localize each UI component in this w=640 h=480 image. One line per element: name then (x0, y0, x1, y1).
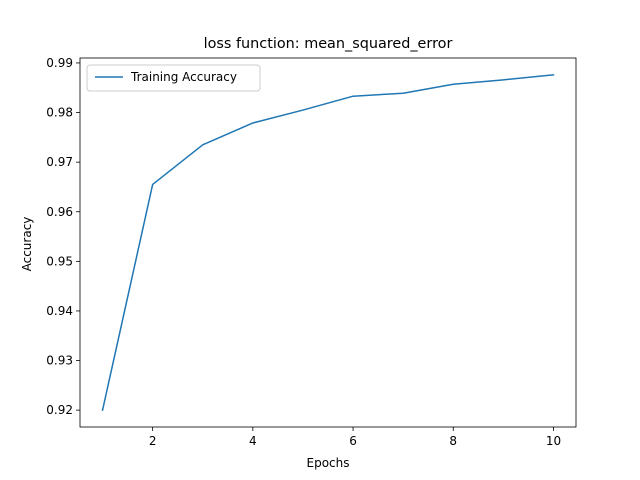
axes (79, 57, 577, 428)
y-tick-label: 0.95 (46, 254, 73, 268)
y-axis-label: Accuracy (20, 217, 34, 272)
y-tick-label: 0.99 (46, 56, 73, 70)
y-tick-label: 0.97 (46, 155, 73, 169)
y-tick-label: 0.92 (46, 403, 73, 417)
y-tick-label: 0.94 (46, 304, 73, 318)
y-tick-label: 0.98 (46, 106, 73, 120)
tick-layer: 2 4 6 8 10 0.92 0.93 0.94 0.95 0.96 0.97 0.98 0.99 (46, 56, 561, 448)
data-point (201, 143, 204, 146)
chart-title: loss function: mean_squared_error (204, 36, 453, 52)
data-point (101, 409, 104, 412)
data-point (452, 83, 455, 86)
series-line-training-accuracy (101, 74, 555, 412)
x-axis-label: Epochs (307, 456, 350, 470)
data-point (352, 95, 355, 98)
x-tick-label: 10 (546, 434, 561, 448)
x-tick-label: 2 (149, 434, 157, 448)
data-point (301, 109, 304, 112)
x-tick-label: 6 (349, 434, 357, 448)
legend-label: Training Accuracy (130, 70, 237, 84)
y-tick-label: 0.96 (46, 205, 73, 219)
x-tick-label: 4 (249, 434, 257, 448)
data-point (251, 121, 254, 124)
data-point (402, 92, 405, 95)
legend: Training Accuracy (86, 64, 261, 92)
x-tick-label: 8 (449, 434, 457, 448)
y-tick-label: 0.93 (46, 354, 73, 368)
series-layer (101, 73, 555, 412)
data-point (502, 78, 505, 81)
data-point (552, 73, 555, 76)
legend-box (86, 64, 261, 92)
data-point (151, 183, 154, 186)
plot-area-frame (79, 57, 577, 428)
